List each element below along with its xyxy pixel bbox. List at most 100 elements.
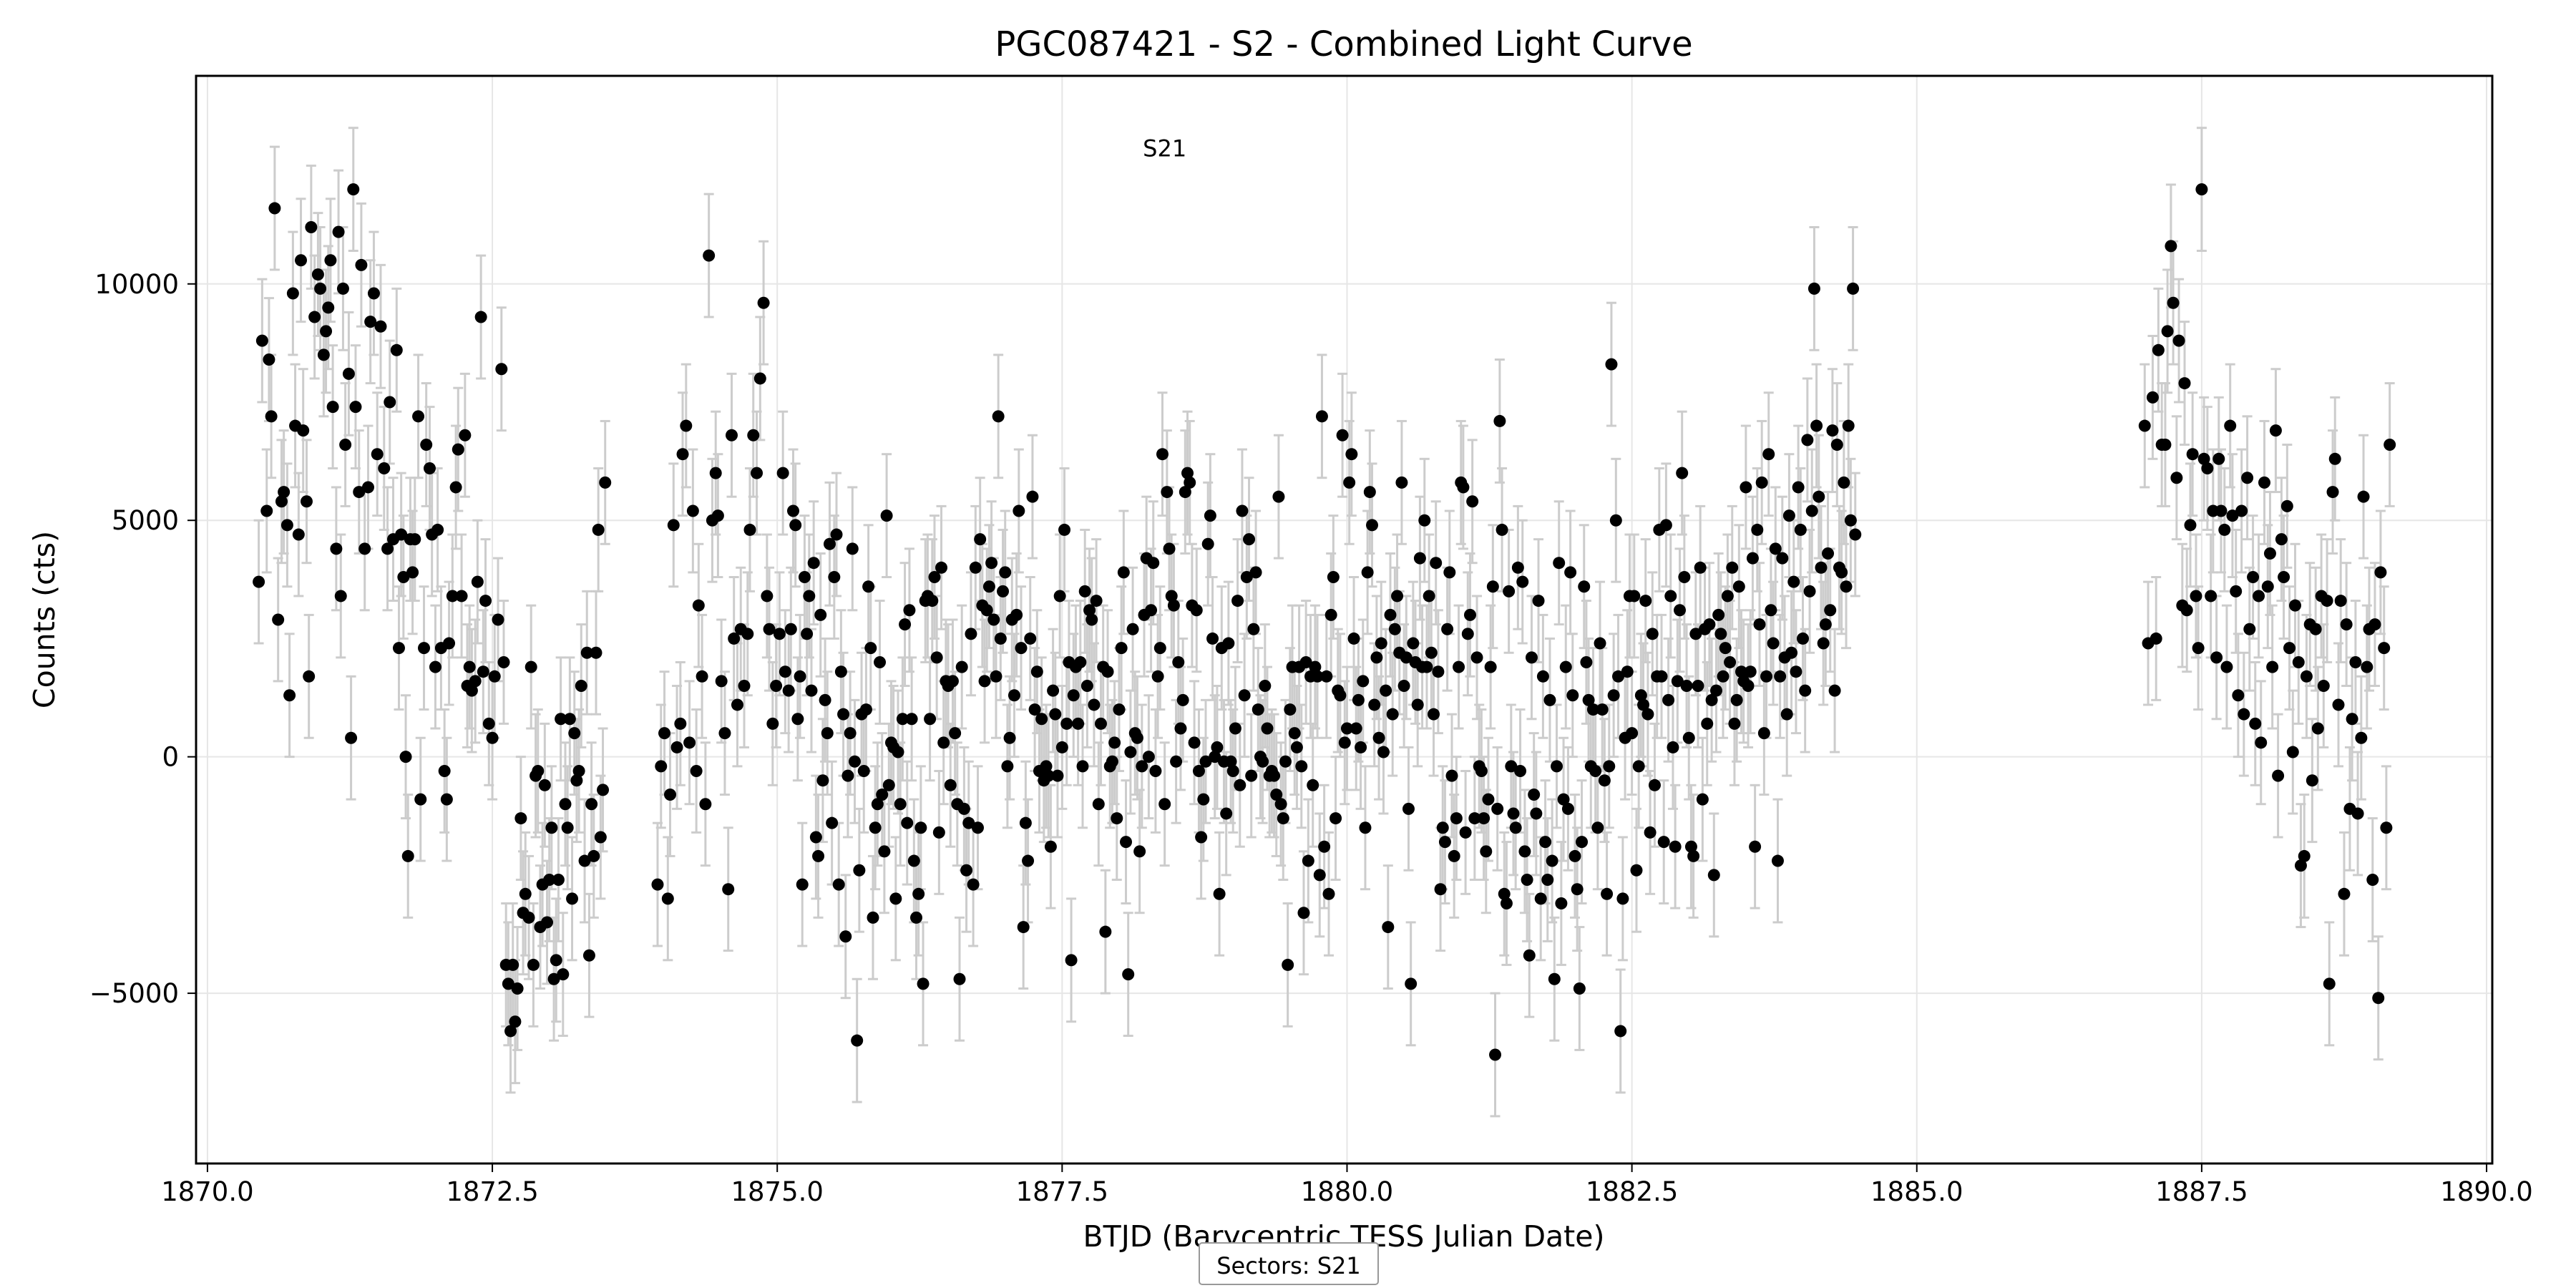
data-point xyxy=(1124,746,1137,758)
data-point xyxy=(260,504,273,517)
data-point xyxy=(2272,769,2285,782)
data-point xyxy=(1561,802,1574,815)
data-point xyxy=(1682,731,1695,744)
data-point xyxy=(253,575,265,588)
data-point xyxy=(2357,490,2370,503)
data-point xyxy=(1767,637,1780,650)
data-point xyxy=(1428,708,1440,721)
data-point xyxy=(837,708,850,721)
data-point xyxy=(1229,722,1241,735)
data-point xyxy=(1480,845,1493,858)
data-point xyxy=(2235,504,2248,517)
data-point xyxy=(848,755,861,768)
data-point xyxy=(1824,604,1837,617)
data-point xyxy=(272,613,285,626)
data-point xyxy=(1252,703,1264,716)
data-point xyxy=(283,689,296,702)
data-point xyxy=(469,675,482,688)
data-point xyxy=(974,533,987,546)
data-point xyxy=(1443,566,1456,579)
data-point xyxy=(486,731,499,744)
data-point xyxy=(1646,628,1659,640)
data-point xyxy=(1701,717,1714,730)
data-point xyxy=(2192,642,2205,655)
data-point xyxy=(392,642,405,655)
data-point xyxy=(1484,660,1497,673)
data-point xyxy=(982,580,995,593)
data-point xyxy=(459,429,472,441)
data-point xyxy=(1543,693,1556,706)
data-point xyxy=(1099,925,1112,938)
data-point xyxy=(834,665,847,678)
x-tick-label: 1875.0 xyxy=(731,1176,823,1207)
data-point xyxy=(332,225,345,238)
data-point xyxy=(1530,807,1543,820)
data-point xyxy=(1503,585,1516,597)
data-point xyxy=(1240,571,1253,584)
data-point xyxy=(2224,419,2237,432)
data-point xyxy=(545,821,558,834)
data-point xyxy=(661,892,674,905)
data-point xyxy=(1801,434,1814,447)
y-tick-label: 10000 xyxy=(94,269,179,300)
data-point xyxy=(2275,533,2288,546)
data-point xyxy=(409,533,421,546)
data-point xyxy=(1746,552,1759,565)
data-point xyxy=(1270,789,1283,801)
data-point xyxy=(353,486,366,499)
data-point xyxy=(502,977,514,990)
data-point xyxy=(1539,836,1552,849)
data-point xyxy=(924,713,937,726)
data-point xyxy=(2266,660,2279,673)
data-point xyxy=(770,680,783,693)
data-point xyxy=(807,557,820,570)
x-tick-label: 1877.5 xyxy=(1016,1176,1108,1207)
data-point xyxy=(1375,637,1387,650)
y-tick-label: 5000 xyxy=(112,505,179,536)
data-point xyxy=(971,821,984,834)
data-point xyxy=(997,585,1010,597)
data-point xyxy=(726,429,738,441)
data-point xyxy=(747,429,760,441)
data-point xyxy=(578,854,591,867)
data-point xyxy=(1709,684,1722,697)
data-point xyxy=(731,698,743,711)
data-point xyxy=(342,367,355,380)
data-point xyxy=(1047,684,1060,697)
data-point xyxy=(322,301,335,314)
data-point xyxy=(869,821,882,834)
data-point xyxy=(384,396,396,409)
data-point xyxy=(1236,504,1249,517)
data-point xyxy=(297,424,310,437)
data-point xyxy=(1719,642,1732,655)
data-point xyxy=(1755,476,1768,489)
data-point xyxy=(1001,760,1014,773)
data-point xyxy=(926,595,939,608)
x-tick-label: 1885.0 xyxy=(1870,1176,1963,1207)
data-point xyxy=(1334,689,1347,702)
data-point xyxy=(1161,486,1174,499)
data-point xyxy=(1272,490,1285,503)
data-point xyxy=(816,774,829,787)
data-point xyxy=(2161,325,2174,338)
data-point xyxy=(1765,604,1777,617)
data-point xyxy=(664,789,677,801)
data-point xyxy=(1190,604,1203,617)
data-point xyxy=(1051,769,1064,782)
data-point xyxy=(1402,802,1415,815)
data-point xyxy=(1835,566,1848,579)
data-point xyxy=(776,467,789,479)
data-point xyxy=(892,746,904,758)
data-point xyxy=(2263,547,2276,560)
data-point xyxy=(1149,764,1162,777)
data-point xyxy=(1810,419,1823,432)
data-point xyxy=(1521,873,1533,886)
data-point xyxy=(1003,731,1016,744)
data-point xyxy=(278,486,291,499)
data-point xyxy=(1687,849,1700,862)
data-point xyxy=(1591,821,1604,834)
data-point xyxy=(1322,887,1335,900)
data-point xyxy=(1586,703,1599,716)
data-point xyxy=(2351,807,2364,820)
data-point xyxy=(2300,670,2313,683)
